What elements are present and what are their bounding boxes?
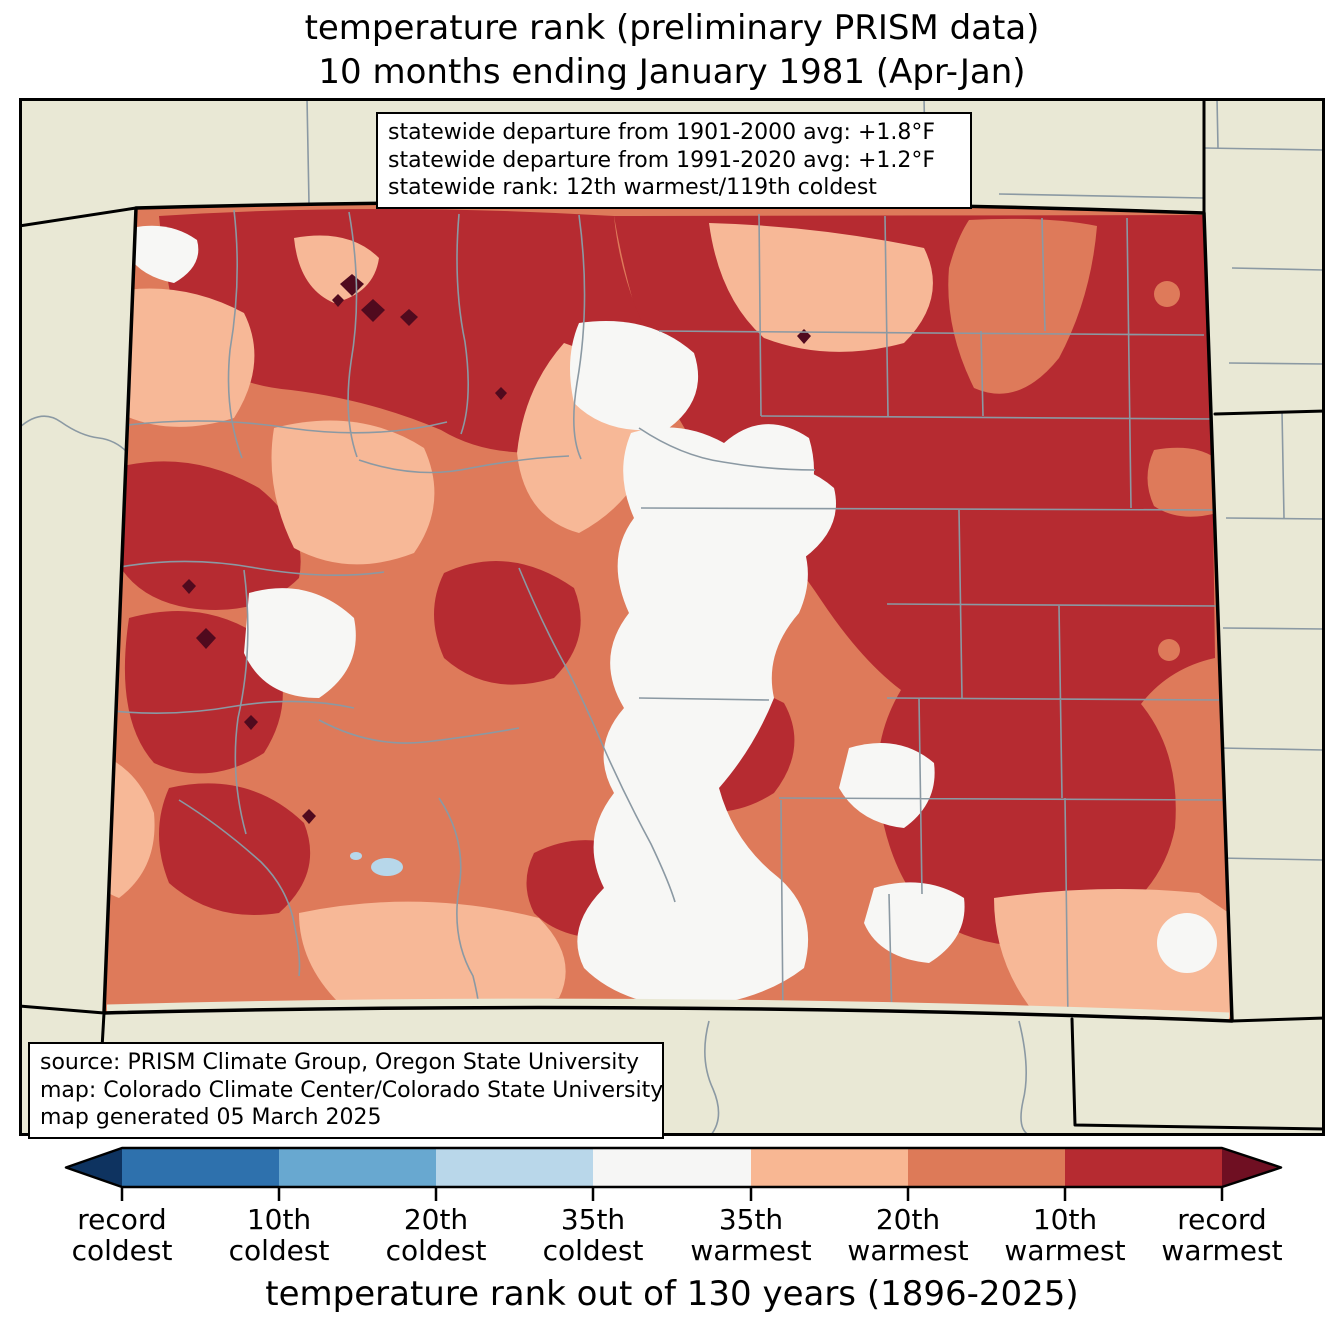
colorbar-seg-35th-warmest xyxy=(751,1148,908,1187)
source-line: source: PRISM Climate Group, Oregon Stat… xyxy=(40,1050,640,1075)
regions-neutral xyxy=(127,225,1217,1009)
tick-label-35th-coldest: 35th coldest xyxy=(542,1203,644,1267)
map-credit-line: map: Colorado Climate Center/Colorado St… xyxy=(40,1077,664,1103)
stats-line-1991-2020: statewide departure from 1991-2020 avg: … xyxy=(388,147,936,173)
tick-label-20th-warmest: 20th warmest xyxy=(847,1203,969,1267)
map-title-line1: temperature rank (preliminary PRISM data… xyxy=(304,8,1040,48)
map-title: temperature rank (preliminary PRISM data… xyxy=(0,6,1344,94)
stats-line-1901-2000: statewide departure from 1901-2000 avg: … xyxy=(388,120,936,145)
colorbar-ticks xyxy=(120,1187,1224,1201)
map-frame xyxy=(19,98,1325,1136)
colorbar-seg-35th-coldest xyxy=(436,1148,593,1187)
generated-date-line: map generated 05 March 2025 xyxy=(40,1105,382,1130)
colorbar-title: temperature rank out of 130 years (1896-… xyxy=(265,1274,1079,1314)
colorbar-seg-10th-coldest xyxy=(122,1148,279,1187)
colorado-map xyxy=(19,98,1325,1136)
colorbar-seg-10th-warmest xyxy=(1065,1148,1222,1187)
lake-blue-mesa xyxy=(350,852,403,876)
regions-20th-warmest xyxy=(948,218,1217,661)
source-box: source: PRISM Climate Group, Oregon Stat… xyxy=(28,1042,664,1139)
colorado-county-lines xyxy=(104,209,1226,1021)
tick-label-record-coldest: record coldest xyxy=(71,1203,173,1267)
colorbar xyxy=(64,1146,1283,1201)
tick-label-20th-coldest: 20th coldest xyxy=(385,1203,487,1267)
colorbar-seg-neutral xyxy=(593,1148,751,1187)
colorbar-seg-20th-warmest xyxy=(908,1148,1065,1187)
tick-label-35th-warmest: 35th warmest xyxy=(690,1203,812,1267)
colorado-fill xyxy=(104,202,1232,1021)
tick-label-record-warmest: record warmest xyxy=(1161,1203,1283,1267)
colorbar-left-arrow xyxy=(66,1148,122,1187)
map-title-line2: 10 months ending January 1981 (Apr-Jan) xyxy=(318,52,1026,92)
tick-label-10th-warmest: 10th warmest xyxy=(1004,1203,1126,1267)
south-fill-gap xyxy=(106,998,1230,1022)
regions-35th-warmest xyxy=(104,223,1232,1018)
colorbar-seg-20th-coldest xyxy=(279,1148,436,1187)
tick-label-10th-coldest: 10th coldest xyxy=(228,1203,330,1267)
stats-box: statewide departure from 1901-2000 avg: … xyxy=(376,112,972,209)
stats-line-rank: statewide rank: 12th warmest/119th colde… xyxy=(388,175,877,200)
colorbar-right-arrow xyxy=(1222,1148,1281,1187)
